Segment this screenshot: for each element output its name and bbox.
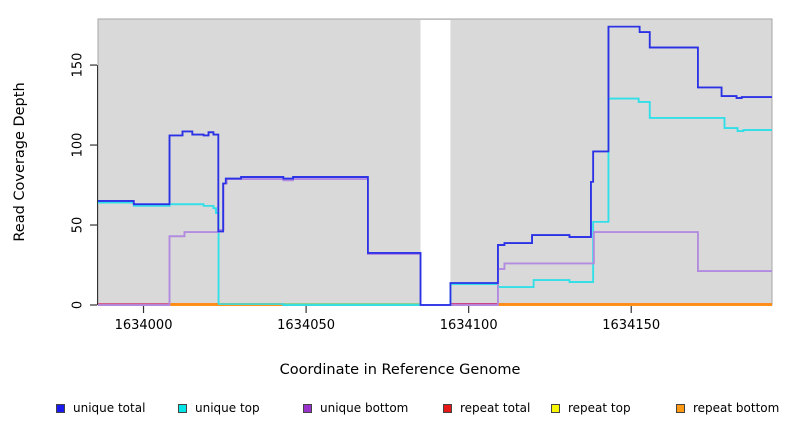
legend: unique total unique top unique bottom re…: [0, 400, 792, 422]
y-tick-label: 0: [70, 300, 86, 310]
y-tick-label: 100: [70, 132, 86, 158]
y-axis-title: Read Coverage Depth: [12, 82, 28, 242]
series-unique-bottom: [98, 178, 772, 306]
repeat-top-swatch-icon: [551, 403, 560, 413]
series-unique-total: [98, 25, 772, 306]
plot-canvas: [90, 18, 773, 313]
y-tick-label: 150: [70, 52, 86, 78]
legend-label: repeat total: [460, 401, 531, 415]
legend-item-repeat-total: repeat total: [443, 400, 530, 416]
series-unique-top: [98, 97, 772, 306]
y-tick-label: 50: [70, 216, 86, 234]
legend-item-unique-total: unique total: [56, 400, 145, 416]
unique-total-swatch-icon: [56, 403, 65, 413]
legend-label: unique bottom: [320, 401, 409, 415]
masked-region: [420, 20, 451, 305]
legend-item-repeat-bottom: repeat bottom: [676, 400, 779, 416]
legend-label: repeat top: [568, 401, 631, 415]
legend-label: unique top: [195, 401, 260, 415]
unique-bottom-swatch-icon: [303, 403, 312, 413]
legend-item-unique-top: unique top: [178, 400, 260, 416]
legend-item-repeat-top: repeat top: [551, 400, 631, 416]
legend-label: repeat bottom: [693, 401, 780, 415]
repeat-bottom-swatch-icon: [676, 403, 685, 413]
repeat-total-swatch-icon: [443, 403, 452, 413]
x-tick-label: 1634050: [277, 318, 336, 333]
x-tick-label: 1634000: [114, 318, 173, 333]
legend-label: unique total: [73, 401, 146, 415]
x-axis-title: Coordinate in Reference Genome: [279, 362, 521, 378]
x-tick-label: 1634100: [439, 318, 498, 333]
x-tick-label: 1634150: [602, 318, 661, 333]
unique-top-swatch-icon: [178, 403, 187, 413]
legend-item-unique-bottom: unique bottom: [303, 400, 408, 416]
